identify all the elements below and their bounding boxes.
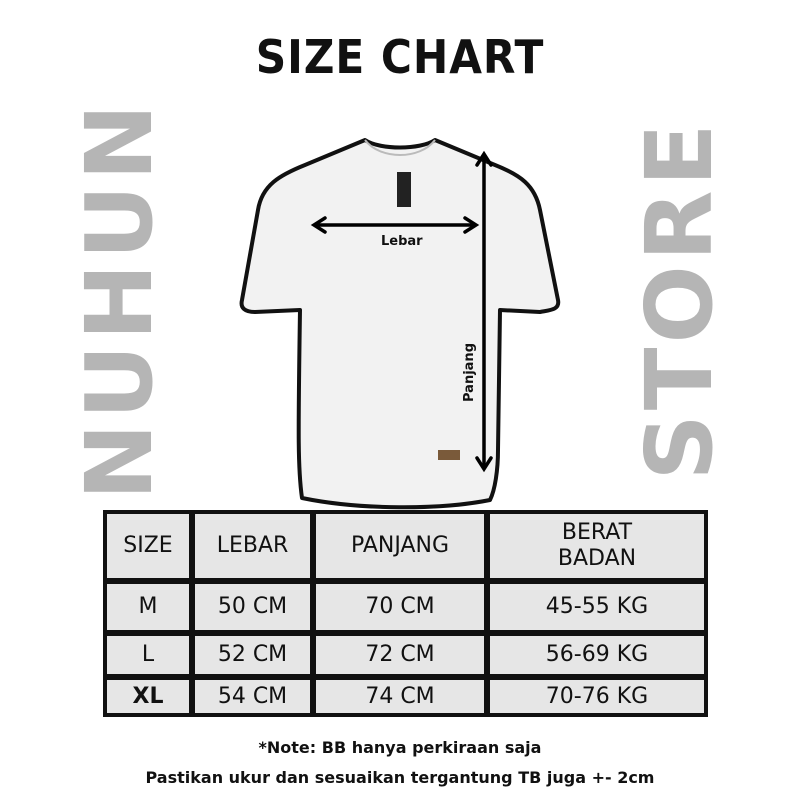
row-xl-lebar: 54 CM [195,680,310,713]
row-l-size: L [107,636,189,674]
bottom-label [438,450,460,460]
row-m-size: M [107,584,189,630]
width-arrow [310,216,480,234]
row-l-berat: 56-69 KG [490,636,704,674]
note-line2: Pastikan ukur dan sesuaikan tergantung T… [145,768,655,787]
row-m-berat: 45-55 KG [490,584,704,630]
row-m-lebar: 50 CM [195,584,310,630]
row-xl-size: XL [107,680,189,713]
page-title: SIZE CHART [255,30,545,84]
header-berat-badan: BERAT BADAN [490,514,704,578]
row-l-panjang: 72 CM [316,636,484,674]
length-arrow [475,150,493,473]
row-xl-panjang: 74 CM [316,680,484,713]
size-table: SIZE LEBAR PANJANG BERAT BADAN M 50 CM 7… [103,510,708,717]
header-lebar: LEBAR [195,514,310,578]
header-panjang: PANJANG [316,514,484,578]
row-xl-berat: 70-76 KG [490,680,704,713]
row-m-panjang: 70 CM [316,584,484,630]
width-label: Lebar [381,234,423,249]
note-line1: *Note: BB hanya perkiraan saja [258,738,542,757]
hang-tag [397,172,411,207]
tshirt-outline [239,138,561,510]
header-size: SIZE [107,514,189,578]
tshirt-illustration [239,138,561,510]
collar [364,139,436,156]
length-label: Panjang [462,343,477,402]
row-l-lebar: 52 CM [195,636,310,674]
